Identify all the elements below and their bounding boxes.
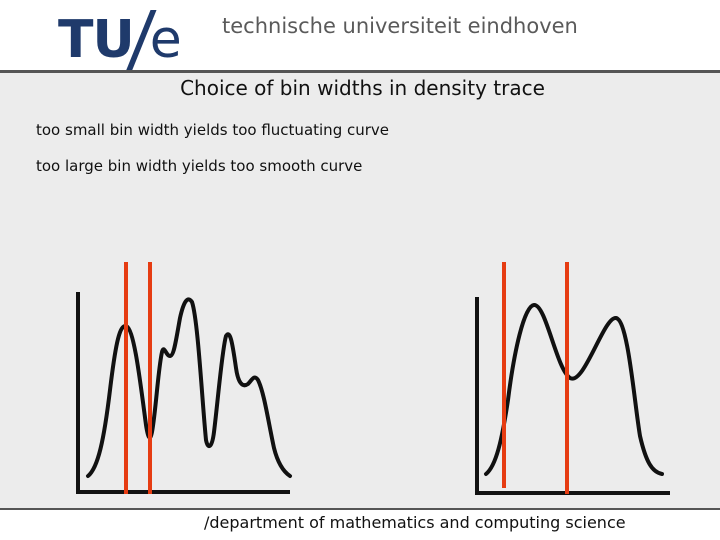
slide-title: Choice of bin widths in density trace: [180, 76, 545, 100]
institution-name: technische universiteit eindhoven: [222, 14, 578, 38]
header-divider: [0, 70, 720, 73]
left-density-panel: [76, 262, 292, 494]
fluctuating-density-curve: [86, 297, 292, 478]
smooth-density-curve: [484, 303, 664, 476]
footer-department: /department of mathematics and computing…: [204, 513, 626, 532]
logo-tu: TU: [58, 10, 135, 70]
footer-divider: [0, 508, 720, 510]
bullet-large-bin: too large bin width yields too smooth cu…: [36, 157, 363, 175]
bullet-small-bin: too small bin width yields too fluctuati…: [36, 121, 390, 139]
slide-header: TU e technische universiteit eindhoven: [0, 0, 720, 72]
right-density-panel: [475, 262, 670, 495]
tue-logo: TU e: [58, 10, 182, 72]
logo-e: e: [149, 10, 182, 70]
slide-content: [0, 73, 720, 508]
